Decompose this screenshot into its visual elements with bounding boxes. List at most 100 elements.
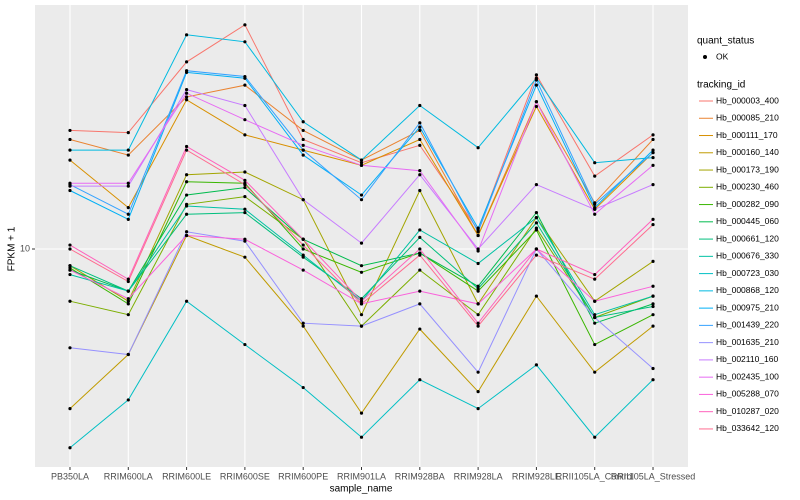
- x-tick-label: PB350LA: [51, 471, 89, 481]
- point: [418, 103, 422, 108]
- point: [68, 407, 72, 411]
- point: [184, 204, 189, 208]
- x-tick-label: RRIM901LA: [337, 471, 386, 481]
- x-tick-label: RRIM600LA: [104, 471, 153, 481]
- point: [476, 289, 480, 293]
- legend-label: Hb_000676_330: [716, 251, 779, 261]
- point: [476, 287, 480, 291]
- point: [184, 91, 189, 95]
- point: [534, 363, 539, 367]
- point: [243, 207, 247, 211]
- point: [651, 284, 655, 288]
- point: [651, 324, 655, 328]
- point: [243, 178, 247, 182]
- point: [126, 299, 130, 303]
- point: [359, 198, 364, 202]
- point: [418, 121, 422, 125]
- point: [593, 202, 597, 207]
- point: [593, 174, 597, 178]
- point: [359, 264, 364, 268]
- point: [126, 297, 130, 301]
- point: [359, 324, 364, 328]
- point: [534, 247, 539, 251]
- point: [126, 206, 130, 210]
- legend-label: Hb_000975_210: [716, 302, 779, 312]
- point: [534, 78, 539, 82]
- point: [243, 83, 247, 87]
- point: [651, 378, 655, 382]
- point: [184, 193, 189, 197]
- point: [651, 137, 655, 142]
- point: [476, 313, 480, 317]
- point: [418, 289, 422, 293]
- legend-label: Hb_005288_070: [716, 389, 779, 399]
- point: [301, 237, 305, 241]
- point: [68, 188, 72, 193]
- point: [184, 299, 189, 303]
- point: [418, 268, 422, 272]
- point: [126, 212, 130, 216]
- point: [651, 217, 655, 221]
- point: [476, 284, 480, 288]
- point: [593, 207, 597, 211]
- point: [301, 153, 305, 157]
- point: [476, 324, 480, 328]
- point: [126, 277, 130, 281]
- point: [359, 163, 364, 167]
- point: [126, 153, 130, 157]
- legend-label: Hb_000173_190: [716, 164, 779, 174]
- point: [593, 212, 597, 216]
- legend-label: OK: [716, 51, 729, 61]
- point: [68, 243, 72, 247]
- point: [359, 270, 364, 274]
- legend-label: Hb_000111_170: [716, 130, 778, 140]
- legend-key: [703, 55, 707, 59]
- point: [534, 100, 539, 104]
- legend-label: Hb_000661_120: [716, 233, 779, 243]
- point: [126, 302, 130, 306]
- point: [184, 144, 189, 149]
- point: [476, 389, 480, 394]
- point: [243, 185, 247, 190]
- point: [651, 155, 655, 160]
- point: [418, 253, 422, 257]
- point: [359, 161, 364, 165]
- point: [534, 216, 539, 220]
- x-tick-label: RRIM928LA: [454, 471, 503, 481]
- point: [243, 74, 247, 79]
- legend-label: Hb_000723_030: [716, 268, 779, 278]
- point: [476, 321, 480, 325]
- legend-label: Hb_000230_460: [716, 182, 779, 192]
- point: [476, 146, 480, 150]
- point: [593, 370, 597, 374]
- point: [243, 210, 247, 215]
- point: [184, 173, 189, 177]
- legend-label: Hb_000445_060: [716, 216, 779, 226]
- point: [651, 133, 655, 137]
- point: [651, 259, 655, 263]
- point: [651, 304, 655, 309]
- point: [418, 173, 422, 177]
- point: [651, 302, 655, 306]
- point: [126, 184, 130, 188]
- legend-label: Hb_000868_120: [716, 285, 779, 295]
- point: [651, 366, 655, 371]
- legend-label: Hb_033642_120: [716, 423, 779, 433]
- point: [359, 299, 364, 303]
- point: [301, 148, 305, 152]
- point: [418, 169, 422, 173]
- legend-label: Hb_002110_160: [716, 354, 779, 364]
- point: [301, 243, 305, 247]
- point: [418, 378, 422, 382]
- point: [68, 158, 72, 162]
- legend-label: Hb_001635_210: [716, 337, 779, 347]
- point: [476, 261, 480, 266]
- point: [301, 120, 305, 124]
- point: [243, 133, 247, 137]
- point: [359, 302, 364, 306]
- point: [359, 297, 364, 301]
- legend-label: Hb_000160_140: [716, 147, 779, 157]
- point: [126, 313, 130, 317]
- point: [651, 150, 655, 155]
- point: [243, 237, 247, 241]
